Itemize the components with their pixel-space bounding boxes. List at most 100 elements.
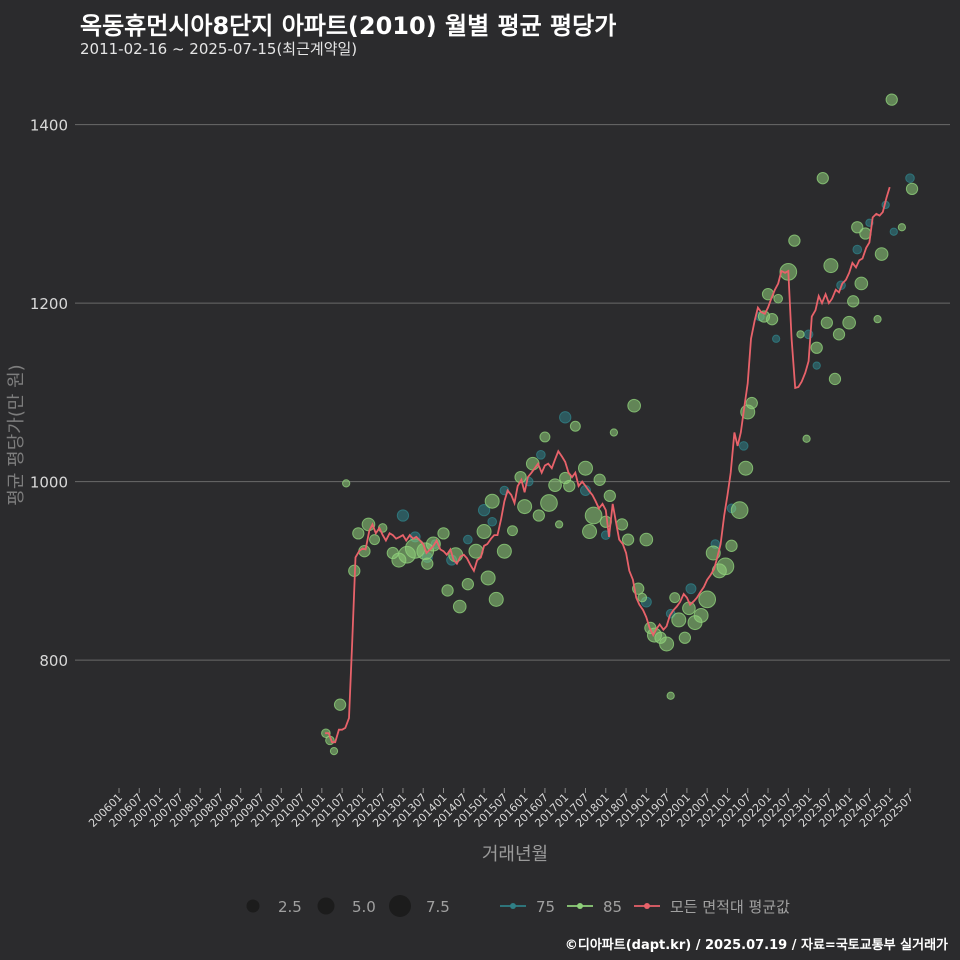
chart-title: 옥동휴먼시아8단지 아파트(2010) 월별 평균 평당가 [80, 12, 617, 40]
scatter-point-75 [852, 244, 863, 255]
chart-subtitle: 2011-02-16 ~ 2025-07-15(최근계약일) [80, 40, 358, 58]
x-axis-label: 거래년월 [482, 844, 548, 865]
scatter-point-85 [577, 460, 593, 476]
scatter-point-85 [609, 428, 619, 437]
scatter-point-85 [352, 527, 365, 540]
scatter-point-85 [639, 532, 654, 547]
scatter-point-75 [477, 503, 491, 517]
scatter-point-85 [851, 221, 864, 234]
scatter-point-85 [593, 473, 606, 486]
scatter-point-85 [765, 313, 779, 326]
scatter-point-85 [461, 578, 475, 591]
scatter-point-85 [669, 592, 681, 604]
scatter-point-75 [905, 173, 915, 183]
scatter-point-85 [854, 276, 869, 291]
grid-lines [75, 124, 950, 661]
scatter-point-85 [796, 330, 805, 339]
scatter-point-85 [659, 636, 675, 652]
scatter-point-85 [905, 182, 919, 196]
scatter-point-85 [738, 460, 754, 476]
scatter-point-85 [476, 524, 492, 540]
scatter-point-85 [569, 420, 581, 432]
scatter-point-85 [842, 315, 856, 330]
scatter-point-85 [820, 316, 833, 329]
legend-size-1 [246, 899, 260, 913]
x-axis-ticks: 2006012006072007012007072008012008072009… [86, 788, 916, 830]
scatter-point-85 [506, 525, 518, 537]
scatter-point-75 [889, 227, 898, 236]
y-axis-ticks: 800 1000 1200 1400 [30, 117, 68, 670]
legend-dot-2 [577, 903, 583, 909]
scatter-point-85 [539, 431, 551, 443]
scatter-point-85 [885, 93, 898, 106]
scatter-point-85 [584, 506, 603, 525]
scatter-point-85 [342, 479, 351, 488]
credit-text: ©디아파트(dapt.kr) / 2025.07.19 / 자료=국토교통부 실… [564, 938, 948, 953]
scatter-point-85 [897, 223, 907, 232]
average-line [325, 186, 891, 744]
scatter-point-75 [559, 411, 572, 424]
scatter-point-75 [772, 334, 781, 343]
scatter-point-85 [548, 478, 562, 492]
legend-series-label: 75 [536, 898, 555, 916]
scatter-point-85 [496, 543, 512, 559]
scatter-point-85 [873, 315, 882, 324]
y-axis-label: 평균 평당가(만 원) [6, 364, 27, 505]
scatter-point-85 [603, 489, 616, 503]
scatter-point-85 [730, 501, 749, 519]
scatter-point-85 [823, 258, 839, 274]
scatter-point-85 [621, 533, 635, 546]
scatter-point-75 [685, 583, 697, 595]
scatter-point-85 [832, 328, 846, 341]
legend: 2.5 5.0 7.5 75 85 모든 면적대 평균값 [246, 895, 790, 917]
legend-series-label: 모든 면적대 평균값 [670, 898, 790, 916]
scatter-point-85 [745, 396, 758, 410]
scatter-point-85 [333, 698, 347, 711]
scatter-point-75 [812, 361, 821, 370]
scatter-point-85 [666, 691, 675, 700]
legend-size-label: 7.5 [426, 898, 450, 916]
scatter-point-85 [540, 494, 558, 512]
scatter-point-85 [698, 590, 717, 609]
y-tick-label: 1400 [30, 117, 68, 135]
scatter-point-85 [716, 557, 735, 576]
scatter-point-75 [487, 516, 497, 527]
scatter-point-85 [452, 599, 467, 614]
legend-dot-1 [510, 903, 516, 909]
legend-series-label: 85 [603, 898, 622, 916]
scatter-point-85 [480, 570, 496, 586]
legend-size-label: 5.0 [352, 898, 376, 916]
scatter-point-85 [678, 631, 692, 644]
scatter-point-85 [671, 612, 687, 628]
scatter-point-85 [582, 524, 598, 540]
y-tick-label: 1000 [30, 474, 68, 492]
scatter-point-85 [874, 247, 889, 261]
scatter-point-85 [810, 341, 823, 354]
legend-dot-3 [644, 903, 650, 909]
scatter-point-75 [463, 534, 473, 545]
scatter-point-85 [637, 592, 648, 603]
scatter-point-85 [517, 499, 533, 515]
legend-size-3 [389, 895, 411, 917]
scatter-point-85 [563, 479, 576, 493]
scatter-point-85 [532, 509, 545, 522]
legend-size-label: 2.5 [278, 898, 302, 916]
scatter-point-85 [816, 172, 829, 185]
scatter-point-85 [484, 493, 500, 509]
y-tick-label: 1200 [30, 295, 68, 313]
scatter-point-75 [536, 450, 546, 460]
scatter-point-85 [693, 607, 709, 623]
scatter-point-85 [802, 434, 811, 443]
series-85-points [321, 93, 919, 756]
scatter-point-85 [421, 557, 434, 570]
scatter-point-85 [369, 534, 381, 546]
legend-size-2 [317, 897, 335, 915]
scatter-point-85 [725, 539, 738, 552]
scatter-point-85 [554, 520, 564, 529]
scatter-point-85 [488, 591, 504, 607]
scatter-point-85 [441, 584, 454, 597]
scatter-point-85 [627, 398, 641, 413]
scatter-point-85 [828, 372, 842, 386]
scatter-point-85 [437, 527, 450, 540]
